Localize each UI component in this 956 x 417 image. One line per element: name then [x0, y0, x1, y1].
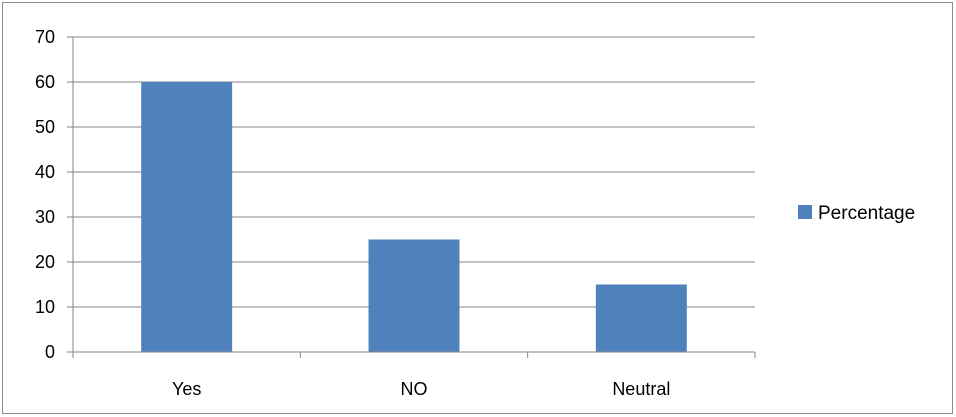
- x-tick-label-no: NO: [401, 379, 428, 399]
- legend-swatch: [798, 205, 812, 219]
- bar-no: [368, 239, 460, 352]
- bar-neutral: [595, 284, 687, 352]
- y-tick-label-0: 0: [45, 342, 55, 362]
- y-tick-label-40: 40: [35, 162, 55, 182]
- bar-yes: [141, 82, 233, 352]
- y-tick-label-50: 50: [35, 117, 55, 137]
- y-tick-label-60: 60: [35, 72, 55, 92]
- x-axis-tick-labels: Yes NO Neutral: [172, 379, 670, 399]
- axes: [67, 36, 756, 358]
- y-axis-tick-labels: 0 10 20 30 40 50 60 70: [35, 27, 55, 362]
- x-tick-label-yes: Yes: [172, 379, 201, 399]
- y-tick-label-10: 10: [35, 297, 55, 317]
- y-tick-label-20: 20: [35, 252, 55, 272]
- legend: Percentage: [798, 203, 915, 224]
- y-tick-label-30: 30: [35, 207, 55, 227]
- y-tick-label-70: 70: [35, 27, 55, 47]
- bars: [141, 82, 687, 352]
- x-tick-label-neutral: Neutral: [612, 379, 670, 399]
- legend-label: Percentage: [818, 203, 915, 224]
